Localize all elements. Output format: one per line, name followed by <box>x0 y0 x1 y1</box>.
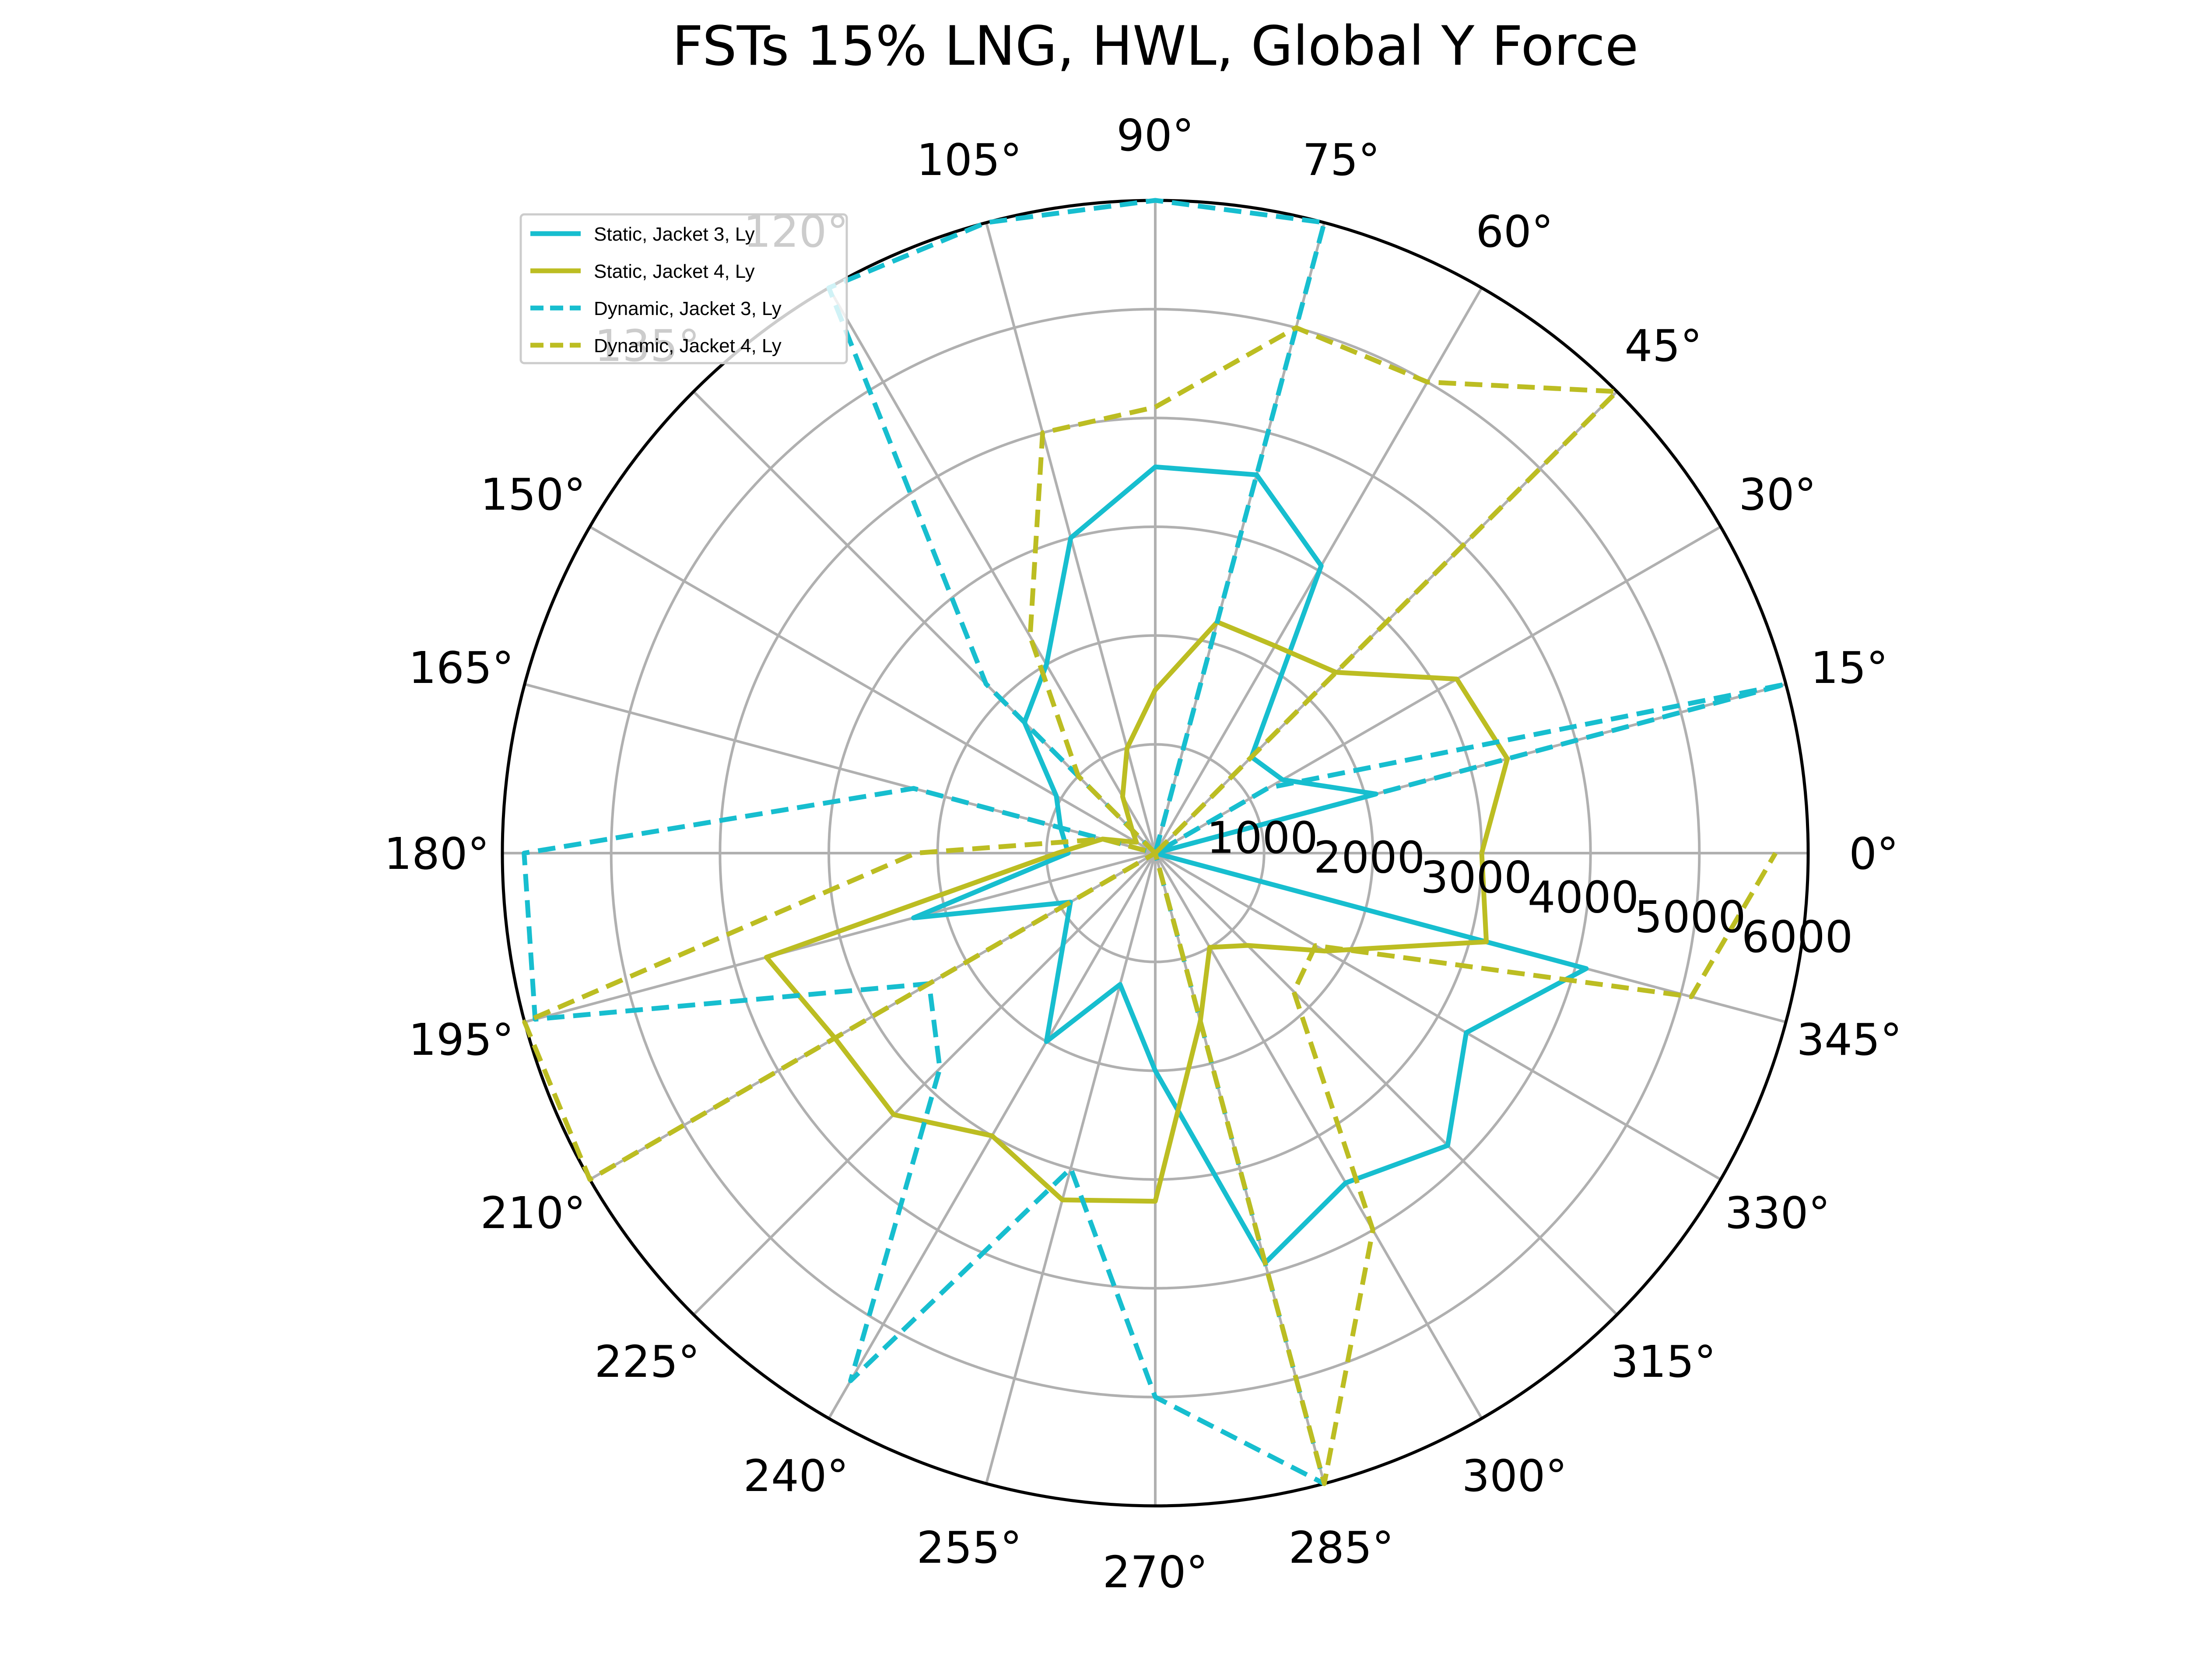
angle-tick-label: 270° <box>1103 1547 1208 1598</box>
angle-tick-label: 210° <box>480 1187 586 1239</box>
angle-tick-label: 165° <box>408 642 514 693</box>
angle-tick-label: 345° <box>1797 1014 1902 1065</box>
angle-tick-label: 15° <box>1810 642 1888 693</box>
angle-tick-label: 75° <box>1302 134 1380 186</box>
series-line-1 <box>911 464 1589 1266</box>
angle-tick-label: 30° <box>1739 469 1816 520</box>
angle-tick-label: 90° <box>1116 110 1194 161</box>
legend-entry-3: Dynamic, Jacket 3, Ly <box>594 298 782 319</box>
series-line-4 <box>522 325 1778 1486</box>
angle-tick-label: 255° <box>917 1522 1022 1573</box>
legend-frame <box>519 213 848 364</box>
ring-4000 <box>719 416 1592 1290</box>
radial-tick-label: 2000 <box>1314 832 1425 883</box>
radial-tick-label: 6000 <box>1742 911 1853 962</box>
chart-title: FSTs 15% LNG, HWL, Global Y Force <box>672 15 1638 78</box>
angle-tick-label: 330° <box>1725 1187 1830 1239</box>
radial-tick-label: 4000 <box>1528 872 1639 923</box>
series-line-2 <box>764 620 1510 1204</box>
angle-tick-label: 105° <box>917 134 1022 186</box>
series-line-3 <box>522 198 1788 1486</box>
angle-tick-label: 180° <box>384 828 490 879</box>
radial-tick-label: 1000 <box>1206 812 1318 863</box>
angle-tick-label: 195° <box>408 1014 514 1065</box>
ring-1000 <box>1045 743 1266 963</box>
angle-tick-label: 225° <box>594 1336 700 1387</box>
angle-tick-label: 150° <box>480 469 586 520</box>
angle-tick-label: 240° <box>743 1450 849 1502</box>
legend: Static, Jacket 3, Ly Static, Jacket 4, Ly… <box>519 213 848 364</box>
legend-entry-1: Static, Jacket 3, Ly <box>594 224 755 245</box>
legend-entry-4: Dynamic, Jacket 4, Ly <box>594 335 782 357</box>
legend-entry-2: Static, Jacket 4, Ly <box>594 261 755 282</box>
series-layer <box>522 198 1788 1486</box>
angle-tick-label: 285° <box>1289 1522 1394 1573</box>
radial-tick-label: 5000 <box>1634 892 1746 943</box>
angle-tick-label: 300° <box>1462 1450 1567 1502</box>
radial-tick-label: 3000 <box>1420 852 1532 903</box>
angle-tick-label: 315° <box>1611 1336 1716 1387</box>
angle-tick-label: 60° <box>1476 206 1553 257</box>
angle-tick-label: 0° <box>1849 828 1899 879</box>
angle-tick-label: 45° <box>1624 320 1702 371</box>
